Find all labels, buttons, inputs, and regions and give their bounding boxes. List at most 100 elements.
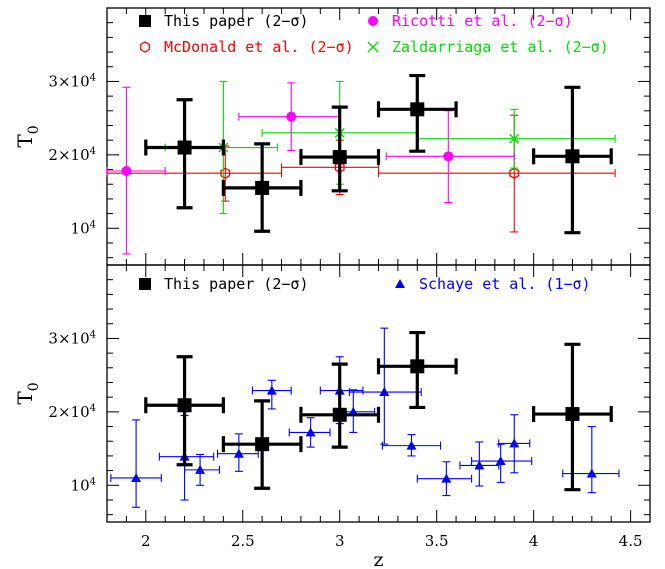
data-point xyxy=(471,443,533,483)
y-tick-mantissa: 3×10 xyxy=(48,329,89,347)
y-axis-label: T0 xyxy=(13,382,42,404)
legend-label: Ricotti et al. (2−σ) xyxy=(392,12,573,30)
point-marker xyxy=(410,359,425,374)
data-point xyxy=(251,379,292,410)
data-point xyxy=(532,342,613,492)
legend-marker xyxy=(139,278,151,290)
point-marker xyxy=(305,427,316,437)
point-marker xyxy=(565,149,580,164)
y-tick-label: 3×104 xyxy=(48,329,96,347)
data-point xyxy=(158,414,215,501)
y-tick-exponent: 4 xyxy=(90,146,96,157)
series-triangle xyxy=(110,327,620,508)
x-tick-label: 2 xyxy=(141,532,151,550)
y-axis-label-main: T xyxy=(13,391,37,405)
point-marker xyxy=(195,464,206,474)
legend-marker xyxy=(140,41,150,53)
point-marker xyxy=(177,140,192,155)
point-marker xyxy=(233,448,244,458)
legend-entry: Schaye et al. (1−σ) xyxy=(395,275,591,293)
point-marker xyxy=(495,456,506,466)
x-tick-label: 3.5 xyxy=(425,532,449,550)
legend-label: Schaye et al. (1−σ) xyxy=(419,275,591,293)
y-tick-mantissa: 3×10 xyxy=(48,72,89,90)
x-axis-label: z xyxy=(373,549,383,569)
point-marker xyxy=(474,460,485,470)
series-circle xyxy=(106,82,515,255)
point-marker xyxy=(509,438,520,448)
series-cross xyxy=(164,80,616,215)
point-marker xyxy=(332,407,347,422)
point-marker xyxy=(586,468,597,478)
legend-label: Zaldarriaga et al. (2−σ) xyxy=(392,38,609,56)
legend-label: This paper (2−σ) xyxy=(164,12,309,30)
legend-marker xyxy=(395,279,405,288)
data-point xyxy=(376,73,458,153)
y-tick-label: 3×104 xyxy=(48,72,96,90)
point-marker xyxy=(406,440,417,450)
data-point xyxy=(377,114,616,233)
data-point xyxy=(381,434,442,457)
legend-marker xyxy=(367,41,379,53)
legend-label: McDonald et al. (2−σ) xyxy=(164,38,354,56)
point-marker xyxy=(379,387,390,397)
y-axis-label-sub: 0 xyxy=(26,125,42,134)
data-point xyxy=(376,330,458,410)
data-point xyxy=(221,399,303,490)
plot-frame xyxy=(106,264,651,523)
data-point xyxy=(184,453,221,486)
legend-entry: Ricotti et al. (2−σ) xyxy=(368,12,573,30)
y-tick-mantissa: 2×10 xyxy=(48,146,89,164)
legend-entry: This paper (2−σ) xyxy=(139,12,309,30)
data-point xyxy=(348,327,422,445)
y-axis-label: T0 xyxy=(13,125,42,147)
series-square xyxy=(144,330,613,492)
data-point xyxy=(532,85,613,235)
point-marker xyxy=(509,167,520,179)
point-marker xyxy=(410,102,425,117)
point-marker xyxy=(509,133,520,144)
x-tick-label: 2.5 xyxy=(231,532,255,550)
y-tick-exponent: 4 xyxy=(90,403,96,414)
point-marker xyxy=(266,385,277,395)
x-tick-label: 4 xyxy=(529,532,539,550)
data-point xyxy=(106,86,166,255)
data-point xyxy=(238,82,341,152)
data-point xyxy=(144,355,225,467)
point-marker xyxy=(332,150,347,165)
y-axis-label-sub: 0 xyxy=(26,382,42,391)
point-marker xyxy=(121,166,132,177)
data-point xyxy=(110,419,162,508)
data-point xyxy=(385,110,515,204)
y-tick-label: 104 xyxy=(71,219,96,237)
y-tick-exponent: 4 xyxy=(90,219,96,230)
point-marker xyxy=(131,472,142,482)
data-point xyxy=(299,105,381,193)
series-square xyxy=(144,73,613,235)
y-tick-label: 104 xyxy=(71,476,96,494)
data-point xyxy=(498,414,531,474)
point-marker xyxy=(443,151,454,162)
y-tick-exponent: 4 xyxy=(90,72,96,83)
legend-marker xyxy=(368,16,378,26)
y-tick-mantissa: 2×10 xyxy=(48,403,89,421)
data-point xyxy=(221,142,303,233)
y-tick-exponent: 4 xyxy=(90,329,96,340)
legend-entry: McDonald et al. (2−σ) xyxy=(140,38,354,56)
x-tick-label: 4.5 xyxy=(619,532,643,550)
y-tick-label: 2×104 xyxy=(48,146,96,164)
data-point xyxy=(416,461,473,497)
point-marker xyxy=(220,167,231,179)
point-marker xyxy=(177,398,192,413)
point-marker xyxy=(255,437,270,452)
point-marker xyxy=(286,111,297,122)
data-point xyxy=(299,362,381,449)
point-marker xyxy=(255,180,270,195)
y-tick-label: 2×104 xyxy=(48,403,96,421)
x-tick-label: 3 xyxy=(335,532,345,550)
y-tick-mantissa: 10 xyxy=(71,219,90,237)
legend-marker xyxy=(139,15,151,27)
